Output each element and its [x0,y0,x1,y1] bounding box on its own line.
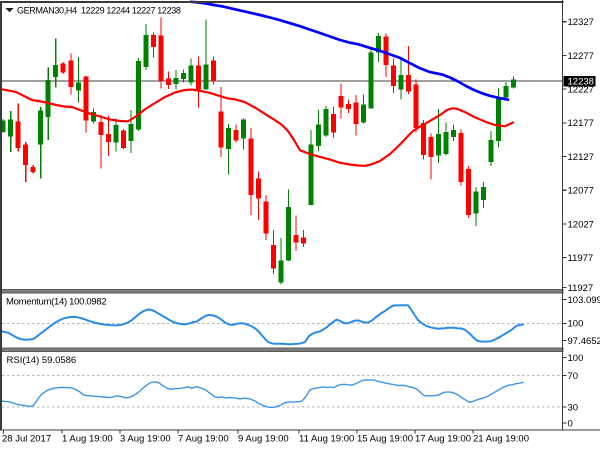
svg-text:103.0996: 103.0996 [568,295,600,306]
svg-text:9 Aug 19:00: 9 Aug 19:00 [238,434,289,445]
svg-text:12277: 12277 [568,51,594,62]
svg-text:12027: 12027 [568,219,594,230]
svg-text:11 Aug 19:00: 11 Aug 19:00 [299,434,354,445]
svg-text:11977: 11977 [568,253,594,264]
svg-text:3 Aug 19:00: 3 Aug 19:00 [120,434,171,445]
svg-text:Momentum(14) 100.0982: Momentum(14) 100.0982 [6,297,106,308]
svg-text:21 Aug 19:00: 21 Aug 19:00 [473,434,529,445]
svg-text:12177: 12177 [568,118,594,129]
svg-text:17 Aug 19:00: 17 Aug 19:00 [415,434,471,445]
svg-text:100: 100 [568,319,584,330]
svg-text:0: 0 [568,419,573,430]
svg-text:RSI(14) 59.0586: RSI(14) 59.0586 [7,355,77,366]
svg-text:11927: 11927 [568,283,594,294]
svg-text:12327: 12327 [568,17,594,28]
svg-text:12238: 12238 [568,77,594,88]
svg-text:70: 70 [568,371,579,382]
svg-text:15 Aug 19:00: 15 Aug 19:00 [357,434,413,445]
svg-text:28 Jul 2017: 28 Jul 2017 [2,434,51,445]
svg-text:7 Aug 19:00: 7 Aug 19:00 [178,434,229,445]
svg-text:GERMAN30,H4 12229 12244 12227: GERMAN30,H4 12229 12244 12227 12238 [17,6,181,16]
svg-text:30: 30 [568,402,579,413]
svg-text:97.4652: 97.4652 [568,336,600,347]
svg-text:1 Aug 19:00: 1 Aug 19:00 [62,434,113,445]
svg-text:12127: 12127 [568,152,594,163]
svg-text:12077: 12077 [568,186,594,197]
svg-text:100: 100 [568,353,584,364]
